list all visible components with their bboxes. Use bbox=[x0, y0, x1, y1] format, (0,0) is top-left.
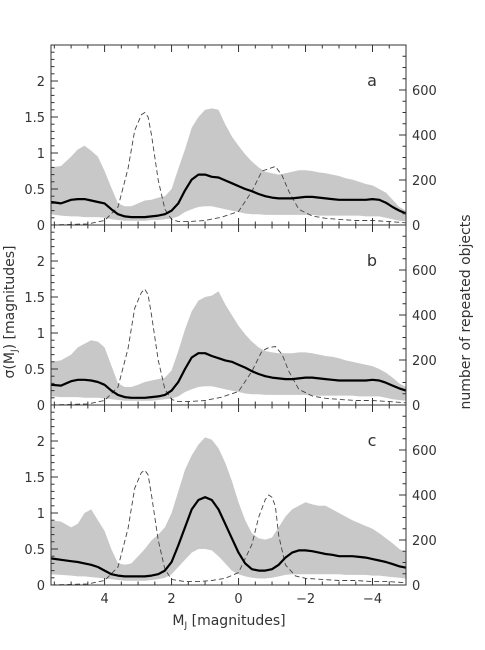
panel-letter: c bbox=[368, 431, 377, 450]
y-right-tick-label: 0 bbox=[412, 399, 420, 414]
sigma-mean-line bbox=[50, 496, 407, 578]
y-left-axis-title-suffix: ) [magnitudes] bbox=[2, 246, 18, 350]
y-left-tick-label: 1 bbox=[37, 507, 45, 522]
y-right-tick-label: 600 bbox=[412, 444, 437, 459]
y-right-tick-label: 0 bbox=[412, 579, 420, 594]
panels: 00.511.520200400600a00.511.520200400600b… bbox=[24, 44, 437, 607]
panel-a: 0 0.5 1 1.5 2 0 200 400 600 a bbox=[24, 44, 437, 234]
y-left-tick-label: 2 bbox=[37, 435, 45, 450]
y-left-axis-title: σ(MJ) [magnitudes] bbox=[2, 246, 20, 379]
count-line bbox=[50, 469, 407, 586]
x-tick-label: −2 bbox=[296, 592, 315, 607]
sigma-mean-line bbox=[50, 352, 407, 399]
y-left-tick-label: 0.5 bbox=[24, 543, 45, 558]
y-left-tick-label: 1.5 bbox=[24, 471, 45, 486]
y-right-tick-label: 200 bbox=[412, 534, 437, 549]
y-left-tick-label: 2 bbox=[37, 75, 45, 90]
y-right-tick-label: 600 bbox=[412, 84, 437, 99]
panel-c: 0 0.5 1 1.5 2 0 200 400 600 c 4 2 0 −2 −4 bbox=[24, 404, 437, 607]
x-axis-title: MJ [magnitudes] bbox=[172, 613, 285, 631]
sigma-band bbox=[51, 437, 406, 581]
y-right-tick-label: 400 bbox=[412, 129, 437, 144]
sigma-band bbox=[51, 108, 406, 222]
y-right-tick-label: 200 bbox=[412, 354, 437, 369]
y-left-tick-label: 0 bbox=[37, 399, 45, 414]
y-left-tick-label: 0.5 bbox=[24, 183, 45, 198]
y-left-tick-label: 0 bbox=[37, 579, 45, 594]
x-tick-label: −4 bbox=[363, 592, 382, 607]
panel-b: 0 0.5 1 1.5 2 0 200 400 600 b bbox=[24, 224, 437, 414]
x-axis-title-sub: J bbox=[184, 621, 188, 631]
y-left-tick-label: 1 bbox=[37, 327, 45, 342]
sigma-mean-line bbox=[50, 173, 407, 219]
y-right-tick-label: 0 bbox=[412, 219, 420, 234]
count-line bbox=[50, 111, 407, 226]
y-left-tick-label: 0 bbox=[37, 219, 45, 234]
y-left-tick-label: 1.5 bbox=[24, 291, 45, 306]
count-line bbox=[50, 288, 407, 406]
y-right-tick-label: 200 bbox=[412, 174, 437, 189]
y-right-tick-label: 600 bbox=[412, 264, 437, 279]
sigma-band bbox=[51, 291, 406, 401]
y-left-tick-label: 2 bbox=[37, 255, 45, 270]
y-left-tick-label: 0.5 bbox=[24, 363, 45, 378]
y-left-axis-title-main: σ(M bbox=[2, 352, 18, 378]
x-tick-label: 0 bbox=[234, 592, 242, 607]
x-tick-label: 4 bbox=[100, 592, 108, 607]
y-right-axis-title: number of repeated objects bbox=[458, 214, 474, 409]
y-left-tick-label: 1.5 bbox=[24, 111, 45, 126]
y-right-tick-label: 400 bbox=[412, 489, 437, 504]
panel-letter: a bbox=[367, 71, 377, 90]
y-right-tick-label: 400 bbox=[412, 309, 437, 324]
y-left-tick-label: 1 bbox=[37, 147, 45, 162]
x-tick-label: 2 bbox=[167, 592, 175, 607]
x-axis-title-main: M bbox=[172, 613, 184, 629]
y-left-axis-title-sub: J bbox=[10, 349, 20, 353]
panel-letter: b bbox=[367, 251, 377, 270]
x-axis-title-suffix: [magnitudes] bbox=[187, 613, 285, 629]
